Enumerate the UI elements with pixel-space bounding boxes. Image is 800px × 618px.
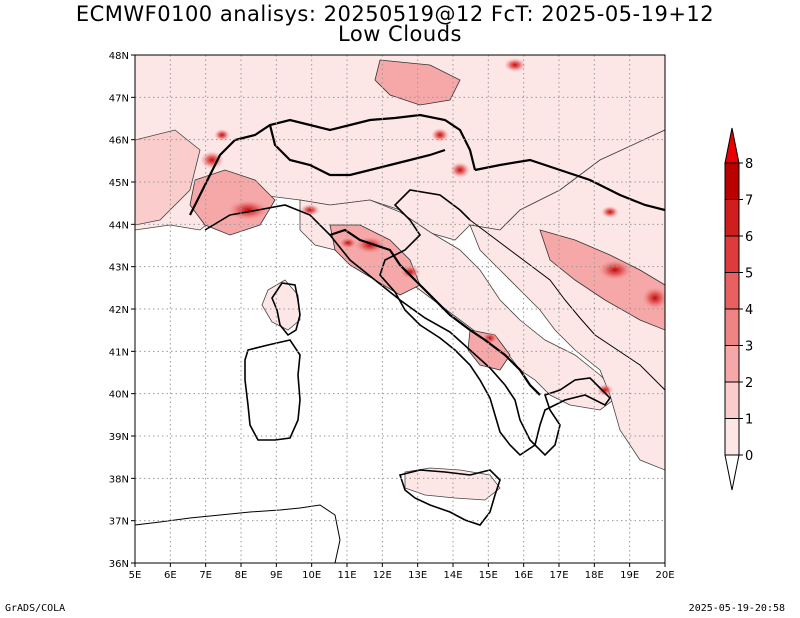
colorbar-upper-arrow	[724, 127, 740, 164]
longitude-axis: 5E 6E 7E 8E 9E 10E 11E 12E 13E 14E 15E 16E 17E 18E 19E…	[129, 563, 675, 581]
lat-tick-label: 39N	[109, 432, 129, 443]
cloud-max-slovenia	[450, 162, 470, 178]
lat-tick-label: 37N	[109, 517, 129, 528]
cloud-max-ligurian	[226, 199, 270, 221]
lon-tick-label: 18E	[585, 570, 604, 581]
lon-tick-label: 16E	[514, 570, 533, 581]
lon-tick-label: 7E	[199, 570, 212, 581]
lat-tick-label: 40N	[109, 390, 129, 401]
lon-tick-label: 9E	[270, 570, 283, 581]
lon-tick-label: 15E	[479, 570, 498, 581]
colorbar: 0 1 2 3 4 5 6 7 8	[724, 127, 753, 491]
lon-tick-label: 13E	[408, 570, 427, 581]
lat-tick-label: 47N	[109, 93, 129, 104]
colorbar-segment	[724, 418, 740, 456]
coastline-sicily	[398, 469, 501, 526]
cloud-area-corsica	[261, 279, 301, 331]
colorbar-label: 8	[745, 157, 753, 172]
coastline-sardinia	[244, 339, 301, 441]
colorbar-label: 4	[745, 303, 753, 318]
cloud-max-apulia	[597, 384, 613, 396]
border-regions-center	[329, 228, 471, 331]
border-alps	[189, 113, 477, 216]
colorbar-label: 3	[745, 340, 753, 355]
lon-tick-label: 14E	[443, 570, 462, 581]
lat-tick-label: 41N	[109, 347, 129, 358]
cloud-max-montenegro	[597, 259, 633, 281]
colorbar-lower-arrow	[724, 454, 740, 491]
colorbar-label: 5	[745, 267, 753, 282]
cloud-max-valle-aosta	[214, 129, 230, 141]
cloud-max-bosnia	[601, 206, 619, 218]
colorbar-label: 6	[745, 230, 753, 245]
lon-tick-label: 8E	[235, 570, 248, 581]
colorbar-label: 1	[745, 413, 753, 428]
cloud-max-albania	[641, 286, 665, 310]
colorbar-segment	[724, 272, 740, 310]
grid-lines	[135, 55, 665, 563]
lat-tick-label: 36N	[109, 559, 129, 570]
lat-tick-label: 43N	[109, 263, 129, 274]
latitude-axis: 36N 37N 38N 39N 40N 41N 42N 43N 44N 45N 46N 47N 48N	[109, 51, 135, 570]
lat-tick-label: 38N	[109, 474, 129, 485]
cloud-max-emilia	[339, 237, 357, 249]
chart-subtitle: Low Clouds	[338, 22, 462, 46]
lon-tick-label: 17E	[549, 570, 568, 581]
cloud-patch-dinarics	[539, 229, 665, 331]
lat-tick-label: 42N	[109, 305, 129, 316]
colorbar-segment	[724, 308, 740, 346]
coastline-adriatic-east	[469, 219, 665, 391]
colorbar-segment	[724, 199, 740, 237]
colorbar-segment	[724, 162, 740, 200]
coastline-italy	[204, 189, 612, 457]
chart-title: ECMWF0100 analisys: 20250519@12 FcT: 202…	[75, 2, 715, 26]
lon-tick-label: 11E	[337, 570, 356, 581]
colorbar-segment	[724, 381, 740, 419]
lon-tick-label: 5E	[129, 570, 142, 581]
coastline-north-africa	[135, 504, 341, 563]
cloud-area-west	[135, 129, 201, 226]
coastlines	[135, 189, 665, 563]
colorbar-label: 2	[745, 376, 753, 391]
border-balkans	[474, 158, 665, 212]
coastline-corsica	[271, 282, 301, 337]
lon-tick-label: 12E	[373, 570, 392, 581]
lon-tick-label: 10E	[302, 570, 321, 581]
cloud-field	[135, 55, 665, 563]
lat-tick-label: 45N	[109, 178, 129, 189]
lon-tick-label: 19E	[620, 570, 639, 581]
cloud-max-austria	[504, 58, 526, 72]
colorbar-label: 7	[745, 194, 753, 209]
political-borders	[189, 113, 665, 396]
lat-tick-label: 48N	[109, 51, 129, 62]
footer-credit: GrADS/COLA	[5, 603, 66, 614]
colorbar-segment	[724, 345, 740, 383]
border-regions-north	[268, 124, 446, 177]
lat-tick-label: 44N	[109, 220, 129, 231]
colorbar-label: 0	[745, 449, 753, 464]
lon-tick-label: 6E	[164, 570, 177, 581]
lat-tick-label: 46N	[109, 136, 129, 147]
colorbar-segment	[724, 235, 740, 273]
cloud-max-campania	[482, 332, 498, 344]
border-regions-south	[469, 329, 541, 396]
footer-timestamp: 2025-05-19-20:58	[688, 603, 785, 614]
cloud-max-trentino	[431, 128, 449, 142]
lon-tick-label: 20E	[655, 570, 674, 581]
